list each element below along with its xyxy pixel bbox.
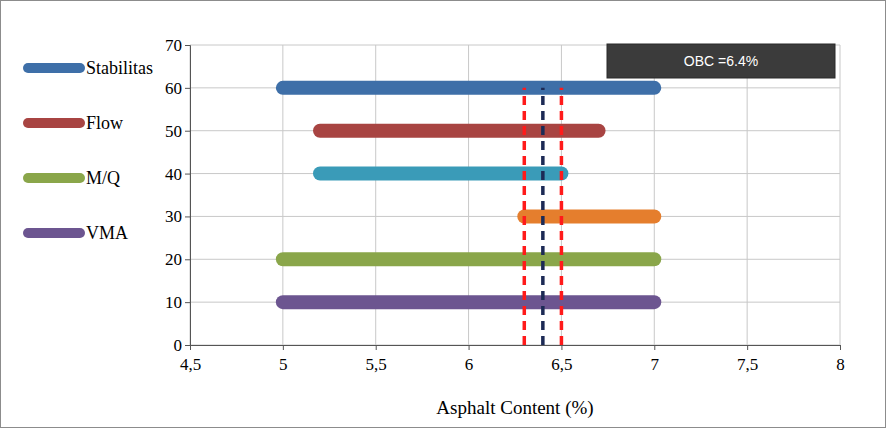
legend-label: VMA [86, 223, 128, 243]
grid-line-y [190, 130, 840, 131]
y-tick-mark [185, 174, 190, 175]
y-axis: 0 10 20 30 40 50 60 70 [165, 36, 191, 355]
grid-line-y [190, 173, 840, 174]
x-tick-mark [469, 345, 470, 350]
legend-swatch [28, 63, 80, 73]
y-tick-mark [185, 88, 190, 89]
grid-line-y [190, 302, 840, 303]
grid-line-y [190, 216, 840, 217]
x-tick-label: 7,5 [737, 355, 758, 374]
grid-line-x [561, 45, 562, 345]
x-tick-label: 7 [651, 355, 660, 374]
x-tick-mark [654, 345, 655, 350]
y-tick-mark [185, 302, 190, 303]
grid-line-y [190, 87, 840, 88]
y-tick-label: 70 [165, 36, 182, 55]
y-tick-label: 20 [165, 250, 182, 269]
legend-label: Stabilitas [86, 58, 153, 78]
legend: Stabilitas Flow M/Q VMA [28, 58, 153, 243]
y-tick-label: 10 [165, 293, 182, 312]
x-tick-label: 5,5 [366, 355, 387, 374]
chart: 4,5 5 5,5 6 6,5 7 7,5 8 0 10 20 30 40 50 60 70 Asphalt C… [0, 0, 886, 428]
x-tick: 7,5 [737, 345, 758, 374]
x-tick: 8 [836, 345, 845, 374]
grid-line-x [747, 45, 748, 345]
x-tick-label: 4,5 [180, 355, 201, 374]
y-axis-line [185, 46, 191, 346]
dashed-line [560, 88, 564, 345]
y-tick: 10 [165, 293, 190, 312]
y-tick-label: 0 [174, 336, 183, 355]
x-tick-label: 6 [465, 355, 474, 374]
dashed-line [541, 88, 545, 345]
x-tick: 4,5 [180, 345, 201, 374]
y-tick-label: 60 [165, 79, 182, 98]
plot-marks [283, 88, 654, 345]
legend-swatch [28, 118, 80, 128]
y-tick-label: 30 [165, 207, 182, 226]
x-tick-mark [561, 345, 562, 350]
x-tick-label: 8 [836, 355, 845, 374]
x-tick: 5,5 [366, 345, 387, 374]
grid [190, 45, 840, 345]
legend-label: Flow [86, 113, 123, 133]
y-tick: 60 [165, 79, 190, 98]
range-bar [283, 252, 654, 266]
x-tick: 5 [279, 345, 288, 374]
legend-label: M/Q [86, 168, 120, 188]
y-tick-mark [185, 216, 190, 217]
annotation: OBC =6.4% [607, 44, 835, 78]
x-axis-title: Asphalt Content (%) [436, 397, 593, 419]
x-tick-mark [840, 345, 841, 350]
x-tick: 6,5 [551, 345, 572, 374]
y-tick-mark [185, 345, 190, 346]
annotation-box [607, 44, 835, 78]
legend-swatch [28, 173, 80, 183]
x-tick: 6 [465, 345, 474, 374]
x-tick-mark [747, 345, 748, 350]
y-tick: 50 [165, 122, 190, 141]
y-tick: 30 [165, 207, 190, 226]
x-tick: 7 [651, 345, 660, 374]
grid-line-y [190, 259, 840, 260]
annotation-text: OBC =6.4% [684, 53, 758, 69]
x-axis-line [191, 346, 841, 351]
chart-border [1, 1, 886, 428]
y-tick-label: 50 [165, 122, 182, 141]
y-tick-mark [185, 259, 190, 260]
range-bar [283, 295, 654, 309]
y-tick: 0 [174, 336, 191, 355]
x-tick-mark [376, 345, 377, 350]
range-bar [320, 124, 599, 138]
grid-line-x [840, 45, 841, 345]
legend-swatch [28, 228, 80, 238]
dashed-line [523, 88, 527, 345]
y-tick: 40 [165, 165, 190, 184]
y-tick: 70 [165, 36, 190, 55]
x-tick-label: 5 [279, 355, 288, 374]
range-bar [283, 81, 654, 95]
x-tick-label: 6,5 [551, 355, 572, 374]
y-tick-label: 40 [165, 165, 182, 184]
y-tick: 20 [165, 250, 190, 269]
x-tick-mark [283, 345, 284, 350]
y-tick-mark [185, 45, 190, 46]
x-axis: 4,5 5 5,5 6 6,5 7 7,5 8 [180, 345, 845, 374]
y-tick-mark [185, 131, 190, 132]
